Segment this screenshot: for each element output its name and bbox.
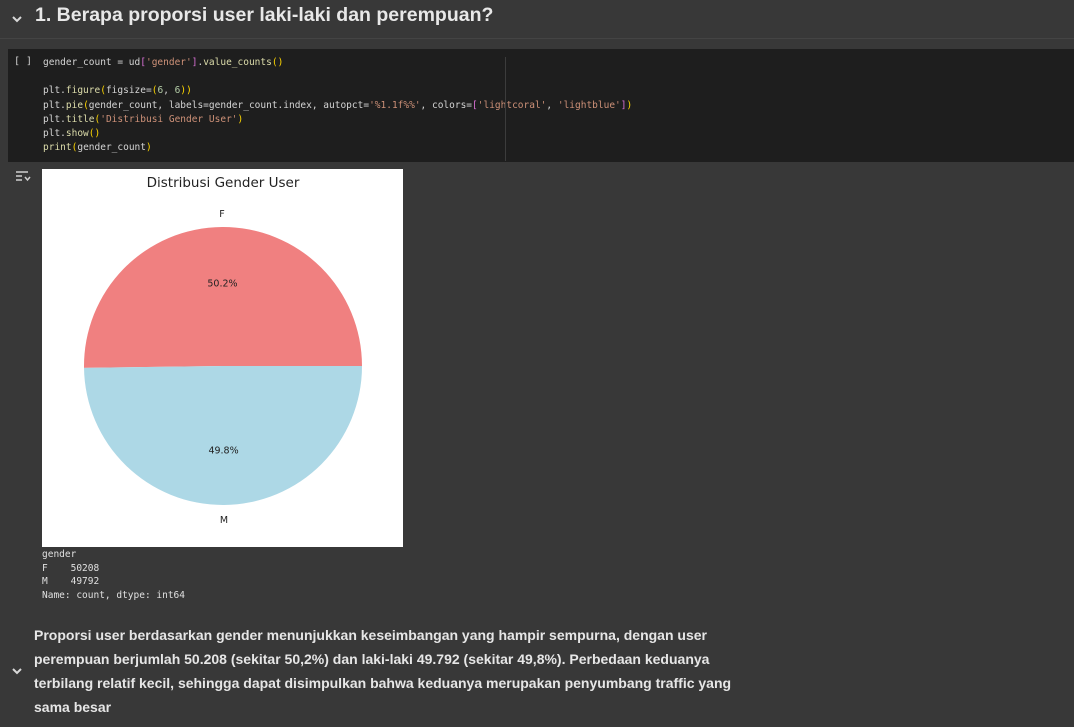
pie-slice-m <box>84 366 362 506</box>
code-editor[interactable]: gender_count = ud['gender'].value_counts… <box>43 56 632 155</box>
output-toggle-icon[interactable] <box>15 170 31 189</box>
code-line: print(gender_count) <box>43 142 152 154</box>
output-line: M 49792 <box>42 576 100 587</box>
markdown-text: Proporsi user berdasarkan gender menunju… <box>34 627 732 715</box>
slice-label: M <box>220 515 228 526</box>
output-line: Name: count, dtype: int64 <box>42 589 185 601</box>
code-line: plt.figure(figsize=(6, 6)) <box>43 85 192 97</box>
code-line: plt.pie(gender_count, labels=gender_coun… <box>43 99 633 111</box>
code-line: plt.show() <box>43 128 101 140</box>
chart-title: Distribusi Gender User <box>147 175 300 191</box>
run-cell-button[interactable]: [ ] <box>14 56 33 67</box>
slice-label: F <box>219 209 224 220</box>
slice-percent-label: 49.8% <box>208 445 238 456</box>
pie-slice-f <box>84 227 363 368</box>
chevron-down-icon[interactable] <box>10 664 24 678</box>
print-output: gender F 50208 M 49792 Name: count, dtyp… <box>42 548 185 602</box>
code-line: gender_count = ud['gender'].value_counts… <box>43 57 284 68</box>
section-title: 1. Berapa proporsi user laki-laki dan pe… <box>35 4 494 26</box>
output-line: gender <box>42 549 77 560</box>
slice-percent-label: 50.2% <box>207 279 237 290</box>
section-heading: 1. Berapa proporsi user laki-laki dan pe… <box>0 0 1074 39</box>
pie-chart: Distribusi Gender User F 50.2% M 49.8% <box>42 169 403 547</box>
chevron-down-icon[interactable] <box>10 12 24 26</box>
editor-ruler <box>505 57 506 161</box>
code-line: plt.title('Distribusi Gender User') <box>43 113 244 125</box>
output-line: F 50208 <box>42 562 100 574</box>
code-cell[interactable]: [ ] gender_count = ud['gender'].value_co… <box>8 49 1074 162</box>
